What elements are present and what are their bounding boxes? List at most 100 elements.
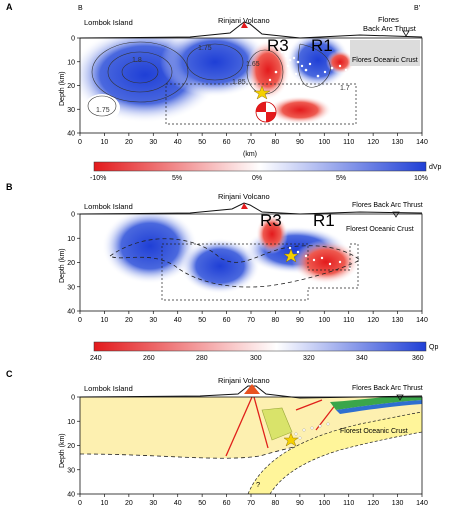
- panel-c-x-axis: 0 10 20 30 40 50 60 70 80 90 100 110 120 130 140: [78, 494, 428, 507]
- y-tick-label: 30: [67, 107, 75, 114]
- x-tick-label: 70: [247, 500, 255, 507]
- svg-text:1.7: 1.7: [340, 85, 350, 92]
- panel-a-thrust-icon: [402, 30, 410, 37]
- x-tick-label: 40: [174, 139, 182, 146]
- panel-a-beachball: [255, 101, 277, 123]
- svg-text:5%: 5%: [172, 175, 182, 182]
- y-tick-label: 10: [67, 59, 75, 66]
- x-tick-label: 130: [392, 139, 404, 146]
- x-tick-label: 110: [343, 139, 354, 146]
- y-tick-label: 20: [67, 260, 75, 267]
- panel-a-r1: R1: [311, 36, 333, 55]
- x-tick-label: 80: [272, 500, 280, 507]
- svg-text:240: 240: [90, 355, 102, 362]
- svg-text:340: 340: [356, 355, 368, 362]
- y-tick-label: 0: [71, 395, 75, 402]
- panel-c-crust-label: Florest Oceanic Crust: [340, 428, 408, 435]
- x-tick-label: 0: [78, 500, 82, 507]
- panel-a-corner-left: B: [78, 5, 83, 12]
- panel-b-colorbar-ticks: 240 260 280 300 320 340 360: [90, 355, 424, 362]
- svg-text:320: 320: [303, 355, 315, 362]
- panel-c-crust: [80, 397, 422, 459]
- svg-text:0%: 0%: [252, 175, 262, 182]
- x-tick-label: 20: [125, 139, 133, 146]
- panel-c-slab-top: [247, 411, 422, 494]
- panel-c: C Lombok Island Rinjani Volcano Flores B…: [6, 369, 428, 507]
- panel-c-slab-bottom: [269, 431, 422, 494]
- x-tick-label: 120: [367, 500, 379, 507]
- panel-a-volcano-icon: [241, 22, 248, 28]
- y-tick-label: 0: [71, 36, 75, 43]
- x-tick-label: 70: [247, 317, 255, 324]
- panel-a-resolution-box: [165, 83, 357, 125]
- panel-c-cross-section: [80, 397, 422, 494]
- panel-a-crust-box: [350, 40, 420, 66]
- panel-c-oceanic-blue: [336, 400, 422, 414]
- x-tick-label: 90: [296, 500, 304, 507]
- x-tick-label: 10: [101, 139, 109, 146]
- panel-a-colorbar: [93, 161, 427, 172]
- y-tick-label: 20: [67, 83, 75, 90]
- panel-a-title: Rinjani Volcano: [218, 16, 270, 25]
- x-tick-label: 40: [174, 500, 182, 507]
- panel-c-conduit: [261, 407, 293, 441]
- y-tick-label: 40: [67, 131, 75, 138]
- panel-c-y-label: Depth (km): [59, 433, 66, 468]
- x-tick-label: 90: [296, 139, 304, 146]
- panel-a-x-axis: 0 10 20 30 40 50 60 70 80 90 100 110 120 130 140: [78, 133, 428, 146]
- x-tick-label: 50: [198, 317, 206, 324]
- panel-c-y-axis: 0 10 20 30 40: [67, 395, 80, 499]
- panel-b-colorbar-label: Qp: [429, 344, 438, 351]
- panel-c-title: Rinjani Volcano: [218, 376, 270, 385]
- panel-b-topography: [79, 202, 423, 215]
- svg-text:300: 300: [250, 355, 262, 362]
- x-tick-label: 60: [223, 317, 231, 324]
- x-tick-label: 20: [125, 500, 133, 507]
- panel-a-x-label: (km): [243, 151, 257, 158]
- panel-b-left-label: Lombok Island: [84, 202, 133, 211]
- svg-text:10%: 10%: [414, 175, 428, 182]
- y-tick-label: 40: [67, 492, 75, 499]
- panel-c-moho: [80, 427, 422, 459]
- panel-c-star: [283, 432, 299, 447]
- svg-text:1.75: 1.75: [198, 45, 212, 52]
- x-tick-label: 120: [367, 139, 379, 146]
- panel-b-r3: R3: [260, 211, 282, 230]
- panel-c-thrust-icon: [396, 394, 404, 401]
- panel-a-topography: [79, 21, 423, 39]
- panel-a-crust-label: Flores Oceanic Crust: [352, 57, 418, 64]
- panel-b-y-label: Depth (km): [59, 248, 66, 283]
- panel-b-title: Rinjani Volcano: [218, 192, 270, 201]
- svg-text:1.8: 1.8: [132, 57, 142, 64]
- panel-a-corner-right: B': [414, 5, 420, 12]
- x-tick-label: 60: [223, 139, 231, 146]
- svg-text:260: 260: [143, 355, 155, 362]
- y-tick-label: 30: [67, 467, 75, 474]
- panel-a-letter: A: [6, 2, 13, 12]
- y-tick-label: 30: [67, 284, 75, 291]
- x-tick-label: 100: [318, 139, 330, 146]
- x-tick-label: 30: [149, 317, 157, 324]
- x-tick-label: 110: [343, 500, 354, 507]
- panel-b-contour: [109, 238, 361, 288]
- y-tick-label: 0: [71, 212, 75, 219]
- y-tick-label: 10: [67, 236, 75, 243]
- panel-a-thrust-line1: Flores: [378, 15, 399, 24]
- x-tick-label: 80: [272, 139, 280, 146]
- y-tick-label: 40: [67, 309, 75, 316]
- svg-text:360: 360: [412, 355, 424, 362]
- panel-b-colorbar: [93, 341, 427, 352]
- x-tick-label: 120: [367, 317, 379, 324]
- panel-a-left-label: Lombok Island: [84, 18, 133, 27]
- panel-c-slab: [248, 412, 422, 494]
- panel-c-volcano-icon: [244, 384, 260, 394]
- x-tick-label: 50: [198, 139, 206, 146]
- x-tick-label: 100: [318, 500, 330, 507]
- x-tick-label: 140: [416, 500, 428, 507]
- panel-a-colorbar-label: dVp: [429, 164, 442, 171]
- panel-a-y-axis: 0 10 20 30 40: [67, 36, 80, 138]
- panel-a-y-label: Depth (km): [59, 71, 66, 106]
- panel-a-thrust-line2: Back Arc Thrust: [363, 24, 417, 33]
- y-tick-label: 10: [67, 419, 75, 426]
- panel-b-crust-label: Florest Oceanic Crust: [346, 226, 414, 233]
